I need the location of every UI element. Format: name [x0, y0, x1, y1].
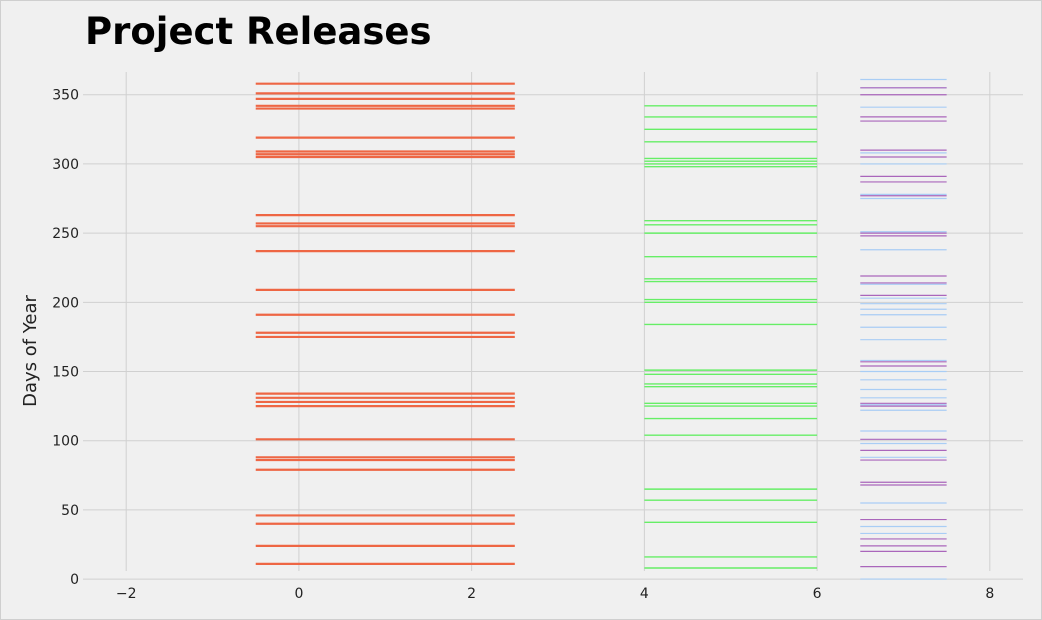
y-tick-label: 300: [52, 157, 79, 173]
x-tick-label: 4: [640, 586, 649, 602]
y-tick-label: 100: [52, 434, 79, 450]
y-tick-label: 50: [61, 503, 79, 519]
x-tick-label: 6: [813, 586, 822, 602]
chart-title: Project Releases: [85, 10, 432, 53]
y-tick-label: 250: [52, 226, 79, 242]
x-tick-label: −2: [116, 586, 137, 602]
y-tick-label: 350: [52, 88, 79, 104]
x-tick-label: 8: [985, 586, 994, 602]
y-tick-label: 0: [70, 572, 79, 588]
plot-area: [83, 56, 1033, 586]
event-lines: [255, 78, 947, 580]
event-series-1: [255, 82, 515, 565]
event-series-2: [644, 105, 818, 569]
x-tick-label: 0: [294, 586, 303, 602]
event-series-4: [860, 87, 947, 568]
y-axis-label: Days of Year: [20, 294, 41, 406]
y-tick-label: 150: [52, 365, 79, 381]
x-tick-labels: −2 0 2 4 6 8: [116, 586, 994, 602]
y-tick-label: 200: [52, 295, 79, 311]
event-series-3: [860, 78, 947, 580]
y-tick-labels: 0 50 100 150 200 250 300 350: [52, 88, 79, 588]
x-tick-label: 2: [467, 586, 476, 602]
